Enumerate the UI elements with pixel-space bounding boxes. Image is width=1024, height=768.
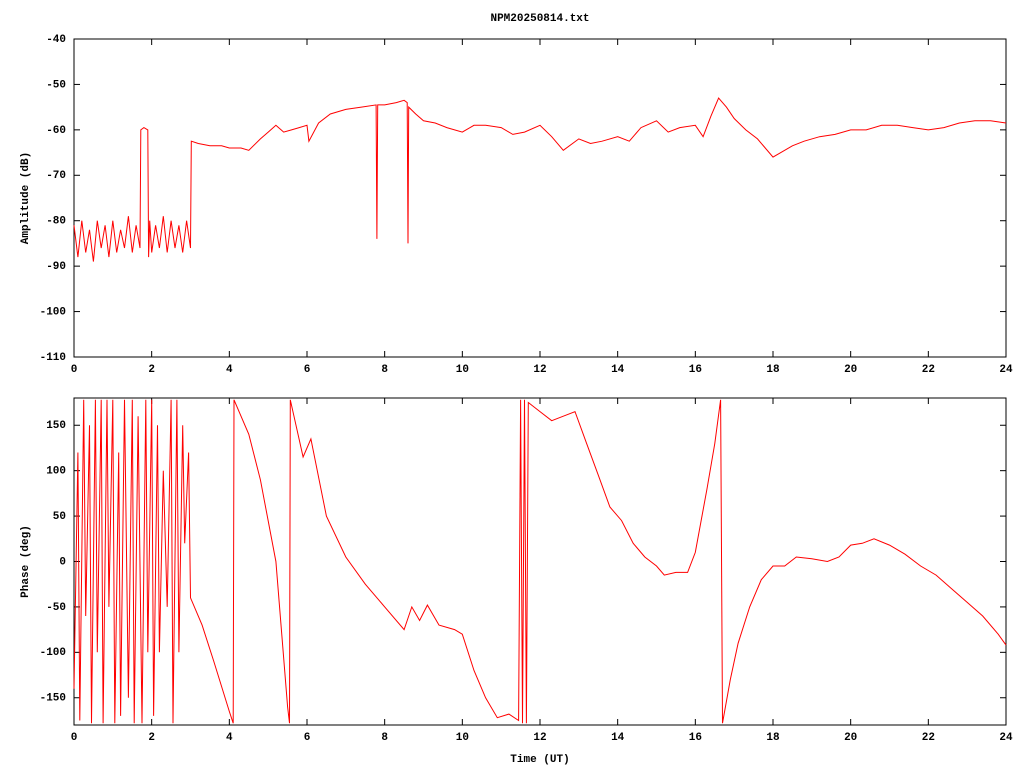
y-tick-label: -60 [46, 125, 66, 137]
y-tick-label: 50 [53, 511, 66, 523]
y-tick-label: -80 [46, 216, 66, 228]
x-tick-label: 12 [533, 732, 546, 744]
x-tick-label: 18 [766, 364, 780, 376]
y-tick-label: 150 [46, 420, 66, 432]
data-line [73, 97, 1007, 262]
x-tick-label: 20 [844, 364, 857, 376]
x-tick-label: 6 [304, 732, 311, 744]
x-tick-label: 16 [689, 364, 702, 376]
y-tick-label: -100 [40, 647, 66, 659]
x-tick-label: 16 [689, 732, 702, 744]
x-tick-label: 14 [611, 364, 625, 376]
y-tick-label: -50 [46, 79, 66, 91]
x-tick-label: 4 [226, 364, 233, 376]
x-tick-label: 20 [844, 732, 857, 744]
chart-title: NPM20250814.txt [490, 13, 589, 25]
x-tick-label: 12 [533, 364, 546, 376]
y-tick-label: 100 [46, 466, 66, 478]
y-tick-label: -40 [46, 34, 66, 46]
x-tick-label: 24 [999, 732, 1013, 744]
x-axis-label: Time (UT) [510, 754, 569, 766]
y-tick-label: -90 [46, 261, 66, 273]
y-tick-label: 0 [59, 556, 66, 568]
x-tick-label: 22 [922, 364, 935, 376]
y-tick-label: -50 [46, 602, 66, 614]
x-tick-label: 6 [304, 364, 311, 376]
x-tick-label: 0 [71, 364, 78, 376]
x-tick-label: 8 [381, 732, 388, 744]
data-line [73, 399, 1007, 724]
x-tick-label: 24 [999, 364, 1013, 376]
x-tick-label: 2 [148, 732, 155, 744]
x-tick-label: 22 [922, 732, 935, 744]
y-tick-label: -110 [40, 352, 66, 364]
y-tick-label: -150 [40, 693, 66, 705]
x-tick-label: 2 [148, 364, 155, 376]
y-axis-label: Phase (deg) [20, 525, 32, 598]
x-tick-label: 0 [71, 732, 78, 744]
x-tick-label: 14 [611, 732, 625, 744]
x-tick-label: 10 [456, 732, 469, 744]
x-tick-label: 10 [456, 364, 469, 376]
x-tick-label: 4 [226, 732, 233, 744]
x-tick-label: 8 [381, 364, 388, 376]
y-tick-label: -100 [40, 306, 66, 318]
y-axis-label: Amplitude (dB) [20, 152, 32, 244]
y-tick-label: -70 [46, 170, 66, 182]
x-tick-label: 18 [766, 732, 780, 744]
